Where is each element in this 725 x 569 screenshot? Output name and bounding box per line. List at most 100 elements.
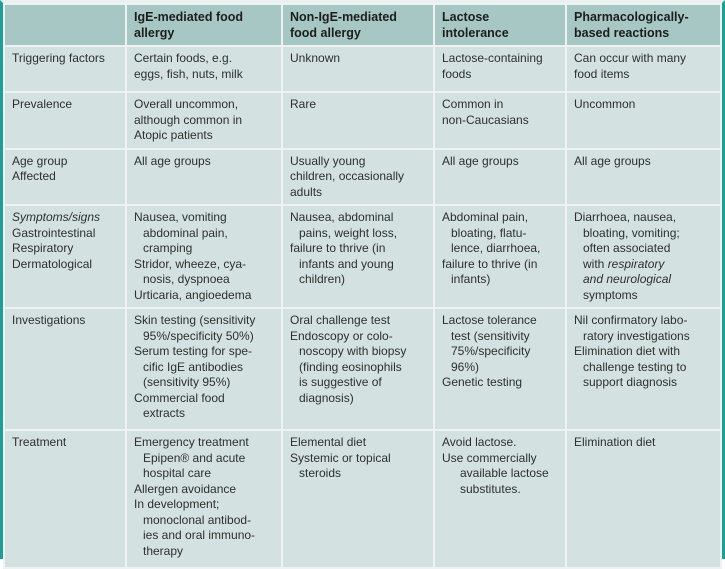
header-row: IgE-mediated food allergy Non-IgE-mediated… — [5, 5, 720, 45]
cell-line: Overall uncommon, — [134, 97, 239, 111]
corner-cell — [5, 5, 125, 45]
table-cell: Skin testing (sensitivity 95%/specificity… — [127, 309, 281, 429]
table-cell: Nausea, abdominal pains, weight loss, fail… — [283, 206, 433, 307]
table-cell: Nil confirmatory labo-ratory investigati… — [567, 309, 720, 429]
cell-line: Endoscopy or colo- — [290, 328, 393, 343]
cell-line: Unknown — [290, 51, 341, 65]
table-row: Triggering factors Certain foods, e.g. egg… — [5, 47, 720, 91]
cell-line: symptoms — [583, 287, 638, 302]
cell-line: Skin testing (sensitivity — [134, 313, 256, 327]
table-cell: All age groups — [567, 149, 720, 204]
comparison-table: IgE-mediated food allergy Non-IgE-mediated… — [3, 3, 722, 569]
row-label: Triggering factors — [5, 47, 125, 91]
table-cell: Lactose tolerance test (sensitivity 75%/sp… — [435, 309, 565, 429]
cell-line: food allergy — [290, 26, 361, 40]
cell-line: Rare — [290, 97, 317, 111]
column-header-ige-mediated-food-allergy: IgE-mediated food allergy — [127, 5, 281, 45]
cell-line: Can occur with many — [574, 51, 687, 65]
cell-line: therapy — [143, 543, 184, 558]
cell-line: Use commercially — [442, 450, 537, 465]
cell-line: (finding eosinophils — [299, 359, 402, 374]
cell-line: based reactions — [574, 26, 670, 40]
table-row: Investigations Skin testing (sensitivity 9… — [5, 309, 720, 429]
cell-line: test (sensitivity — [451, 328, 530, 343]
cell-line: All age groups — [134, 153, 211, 168]
cell-line: Symptoms/signs — [12, 210, 101, 224]
table-cell: Nausea, vomiting abdominal pain, cramping S… — [127, 206, 281, 307]
row-label: Investigations — [5, 309, 125, 429]
cell-line: Uncommon — [574, 97, 636, 111]
cell-line: 75%/specificity — [451, 344, 531, 358]
table-cell: Elemental diet Systemic or topical steroid… — [283, 431, 433, 567]
cell-line: food items — [574, 66, 630, 81]
table-cell: Emergency treatment Epipen® and acute hosp… — [127, 431, 281, 567]
cell-line: Urticaria, angioedema — [134, 287, 252, 302]
cell-line: monoclonal antibod- — [143, 512, 252, 527]
table-cell: Usually young children, occasionally adult… — [283, 149, 433, 204]
cell-line: support diagnosis — [583, 375, 678, 389]
table-cell: Oral challenge test Endoscopy or colo-nos… — [283, 309, 433, 429]
table-cell: Avoid lactose. Use commercially available … — [435, 431, 565, 567]
table-header: IgE-mediated food allergy Non-IgE-mediated… — [5, 5, 720, 45]
cell-line: infants) — [451, 272, 491, 286]
table-cell: Diarrhoea, nausea, bloating, vomiting; oft… — [567, 206, 720, 307]
cell-line: abdominal pain, — [143, 225, 228, 240]
cell-line: Lactose — [442, 10, 490, 24]
cell-line: bloating, vomiting; — [583, 225, 680, 240]
cell-line: Allergen avoidance — [134, 481, 237, 496]
cell-line: Nausea, vomiting — [134, 210, 227, 224]
plain-text: with — [583, 256, 608, 271]
cell-line: ratory investigations — [583, 328, 690, 343]
cell-line: infants and young — [299, 256, 394, 271]
cell-line: noscopy with biopsy — [299, 344, 407, 358]
cell-line: Usually young — [290, 153, 366, 168]
cell-line: and neurological — [583, 272, 672, 286]
cell-line: diagnosis) — [299, 390, 354, 405]
column-header-pharmacologically-based-reactions: Pharmacologically-based reactions — [567, 5, 720, 45]
cell-line: challenge testing to — [583, 359, 687, 374]
cell-line: Elemental diet — [290, 435, 367, 449]
table-row: Age group Affected All age groups Usually y… — [5, 149, 720, 204]
cell-line: Diarrhoea, nausea, — [574, 210, 677, 224]
cell-line: Emergency treatment — [134, 435, 249, 449]
table-body: Triggering factors Certain foods, e.g. egg… — [5, 47, 720, 567]
table-row: Prevalence Overall uncommon, although comm… — [5, 93, 720, 148]
table-cell: Rare — [283, 93, 433, 148]
cell-line: children, occasionally — [290, 169, 405, 183]
table-row: Treatment Emergency treatment Epipen® and … — [5, 431, 720, 567]
cell-line: Avoid lactose. — [442, 435, 517, 449]
cell-line: Prevalence — [12, 97, 73, 111]
cell-line: cific IgE antibodies — [143, 359, 244, 374]
cell-line: Oral challenge test — [290, 313, 391, 327]
cell-line: eggs, fish, nuts, milk — [134, 66, 243, 81]
cell-line: intolerance — [442, 26, 509, 40]
cell-line: (sensitivity 95%) — [143, 375, 231, 389]
cell-line: Lactose-containing — [442, 51, 543, 65]
cell-line: Epipen® and acute — [143, 450, 246, 465]
cell-line: with respiratory — [574, 257, 716, 273]
cell-line: failure to thrive (in — [442, 256, 538, 271]
table-cell: Uncommon — [567, 93, 720, 148]
row-label: Prevalence — [5, 93, 125, 148]
cell-line: Treatment — [12, 435, 67, 449]
cell-line: Triggering factors — [12, 51, 105, 65]
table-cell: Unknown — [283, 47, 433, 91]
table-cell: Common in non-Caucasians — [435, 93, 565, 148]
cell-line: Age group — [12, 153, 68, 168]
cell-line: Nausea, abdominal — [290, 210, 394, 224]
cell-line: 96%) — [451, 359, 480, 374]
cell-line: 95%/specificity 50%) — [143, 328, 254, 343]
table-row: Symptoms/signs Gastrointestinal Respirator… — [5, 206, 720, 307]
cell-line: Non-IgE-mediated — [290, 10, 397, 24]
row-label: Treatment — [5, 431, 125, 567]
cell-line: Commercial food — [134, 390, 225, 405]
table-cell: All age groups — [127, 149, 281, 204]
cell-line: foods — [442, 66, 472, 81]
cell-line: Dermatological — [12, 256, 93, 271]
cell-line: available lactose — [460, 466, 549, 480]
table-cell: Lactose-containing foods — [435, 47, 565, 91]
row-label: Symptoms/signs Gastrointestinal Respirator… — [5, 206, 125, 307]
cell-line: Atopic patients — [134, 128, 213, 142]
cell-line: Pharmacologically- — [574, 10, 689, 24]
